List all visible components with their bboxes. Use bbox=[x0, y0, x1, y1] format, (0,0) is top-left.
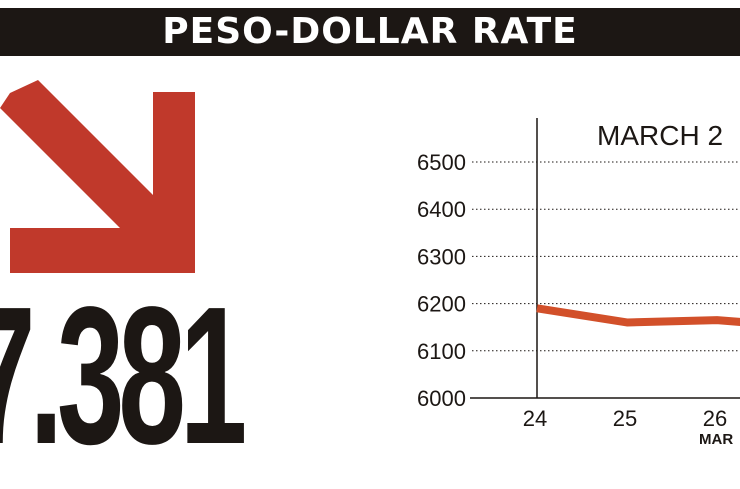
page-title: PESO-DOLLAR RATE bbox=[162, 11, 578, 52]
chart-title: MARCH 2 bbox=[597, 120, 723, 151]
x-axis-label: MAR bbox=[699, 431, 733, 448]
x-tick-label: 26 bbox=[703, 406, 727, 431]
y-tick-label: 6200 bbox=[417, 292, 466, 317]
x-tick-label: 25 bbox=[613, 406, 637, 431]
arrow-shape bbox=[0, 80, 195, 273]
rate-value: 7.381 bbox=[0, 266, 247, 485]
y-tick-label: 6300 bbox=[417, 244, 466, 269]
header-bar bbox=[0, 8, 740, 56]
y-tick-label: 6500 bbox=[417, 150, 466, 175]
grid-layer bbox=[472, 161, 740, 352]
y-tick-labels: 6000 6100 6200 6300 6400 6500 bbox=[417, 150, 466, 411]
y-tick-label: 6100 bbox=[417, 339, 466, 364]
y-tick-label: 6400 bbox=[417, 197, 466, 222]
x-tick-labels: 24252627 bbox=[523, 406, 727, 431]
arrow-down-right-icon bbox=[0, 80, 195, 273]
series-line bbox=[536, 304, 740, 327]
x-tick-label: 24 bbox=[523, 406, 547, 431]
y-tick-label: 6000 bbox=[417, 386, 466, 411]
